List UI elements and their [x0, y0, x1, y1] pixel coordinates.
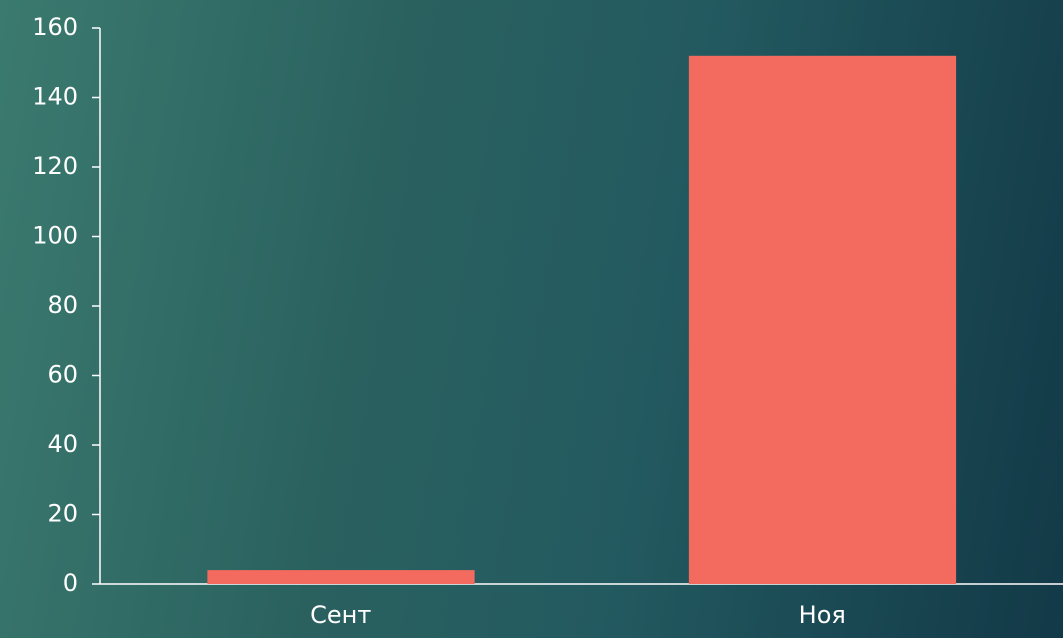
y-tick-label: 20	[47, 500, 78, 528]
y-tick-label: 140	[32, 83, 78, 111]
x-tick-label: Сент	[310, 601, 371, 629]
y-tick-label: 160	[32, 13, 78, 41]
y-tick-label: 0	[63, 569, 78, 597]
y-tick-label: 60	[47, 361, 78, 389]
y-tick-label: 120	[32, 152, 78, 180]
y-tick-label: 80	[47, 291, 78, 319]
bar	[207, 570, 475, 584]
y-tick-label: 100	[32, 222, 78, 250]
x-tick-label: Ноя	[799, 601, 846, 629]
bar	[688, 55, 957, 585]
y-tick-label: 40	[47, 430, 78, 458]
